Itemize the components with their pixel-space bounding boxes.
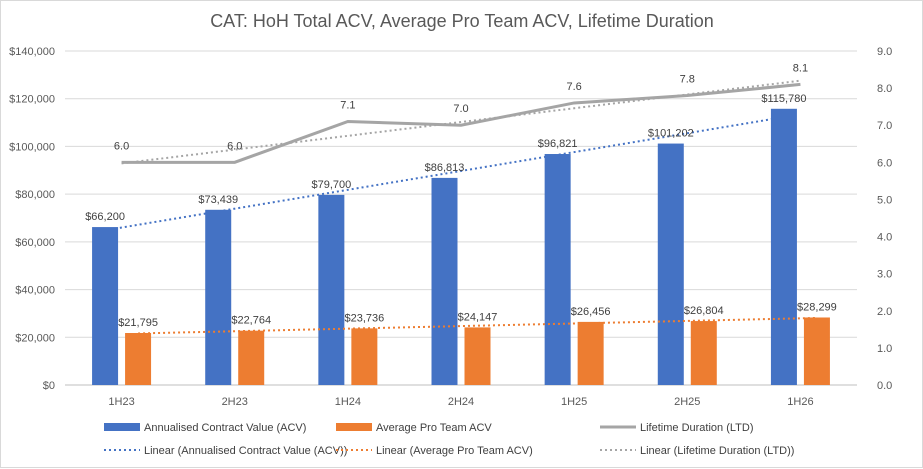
y-left-tick-label: $140,000: [9, 46, 55, 58]
chart-title: CAT: HoH Total ACV, Average Pro Team ACV…: [210, 11, 714, 31]
bar-acv: [770, 108, 797, 386]
legend-label: Average Pro Team ACV: [376, 422, 492, 434]
x-tick-label: 2H25: [674, 396, 700, 408]
bar-pro-team-acv: [238, 330, 265, 385]
y-right-tick-label: 6.0: [877, 157, 892, 169]
data-label: $22,764: [231, 315, 271, 327]
data-label: $23,736: [344, 312, 384, 324]
data-label: $28,299: [797, 301, 837, 313]
y-right-tick-label: 1.0: [877, 343, 892, 355]
data-label: $73,439: [198, 194, 238, 206]
x-tick-label: 1H25: [561, 396, 587, 408]
bar-acv: [431, 177, 458, 385]
x-tick-label: 1H26: [787, 396, 813, 408]
y-right-tick-label: 5.0: [877, 194, 892, 206]
trendline-ltd: [121, 79, 801, 165]
legend-swatch: [336, 423, 372, 431]
data-label: $101,202: [648, 128, 694, 140]
x-tick-label: 2H24: [448, 396, 474, 408]
bar-acv: [544, 154, 571, 385]
data-label: 7.8: [680, 74, 695, 86]
y-left-tick-label: $0: [43, 380, 55, 392]
data-label: 7.6: [566, 81, 581, 93]
bar-pro-team-acv: [803, 317, 830, 385]
data-label: $24,147: [458, 311, 498, 323]
bar-pro-team-acv: [690, 321, 717, 385]
data-label: 6.0: [114, 140, 129, 152]
data-label: $26,456: [571, 306, 611, 318]
y-left-tick-label: $20,000: [15, 332, 55, 344]
y-right-tick-label: 2.0: [877, 306, 892, 318]
ltd-line: [121, 82, 801, 164]
y-right-tick-label: 9.0: [877, 46, 892, 58]
y-right-tick-label: 3.0: [877, 269, 892, 281]
data-label: 7.0: [453, 103, 468, 115]
bar-acv: [318, 194, 345, 385]
data-label: 6.0: [227, 140, 242, 152]
y-right-tick-label: 4.0: [877, 232, 892, 244]
y-right-tick-label: 7.0: [877, 120, 892, 132]
bar-pro-team-acv: [125, 333, 152, 385]
legend-label: Linear (Average Pro Team ACV): [376, 445, 533, 457]
data-label: $21,795: [118, 317, 158, 329]
data-label: $86,813: [425, 162, 465, 174]
data-label: 8.1: [793, 62, 808, 74]
y-right-tick-label: 8.0: [877, 83, 892, 95]
bar-pro-team-acv: [351, 328, 378, 385]
x-tick-label: 2H23: [222, 396, 248, 408]
data-label: $66,200: [85, 211, 125, 223]
bar-pro-team-acv: [464, 327, 491, 385]
legend-swatch: [104, 423, 140, 431]
bar-acv: [205, 209, 232, 385]
y-left-tick-label: $40,000: [15, 285, 55, 297]
legend-label: Lifetime Duration (LTD): [640, 422, 754, 434]
bar-pro-team-acv: [577, 321, 604, 385]
data-label: $26,804: [684, 305, 724, 317]
legend-label: Linear (Annualised Contract Value (ACV)): [144, 445, 347, 457]
bar-acv: [657, 143, 684, 385]
y-left-tick-label: $80,000: [15, 189, 55, 201]
legend-label: Linear (Lifetime Duration (LTD)): [640, 445, 794, 457]
y-left-tick-label: $100,000: [9, 141, 55, 153]
data-label: $96,821: [538, 138, 578, 150]
legend-label: Annualised Contract Value (ACV): [144, 422, 306, 434]
data-label: 7.1: [340, 100, 355, 112]
y-right-tick-label: 0.0: [877, 380, 892, 392]
bar-acv: [92, 227, 119, 385]
trendline-pro-team-acv: [138, 316, 817, 335]
data-label: $115,780: [761, 93, 806, 105]
y-left-tick-label: $60,000: [15, 237, 55, 249]
x-tick-label: 1H23: [108, 396, 134, 408]
data-label: $79,700: [311, 179, 351, 191]
y-left-tick-label: $120,000: [9, 94, 55, 106]
x-tick-label: 1H24: [335, 396, 361, 408]
